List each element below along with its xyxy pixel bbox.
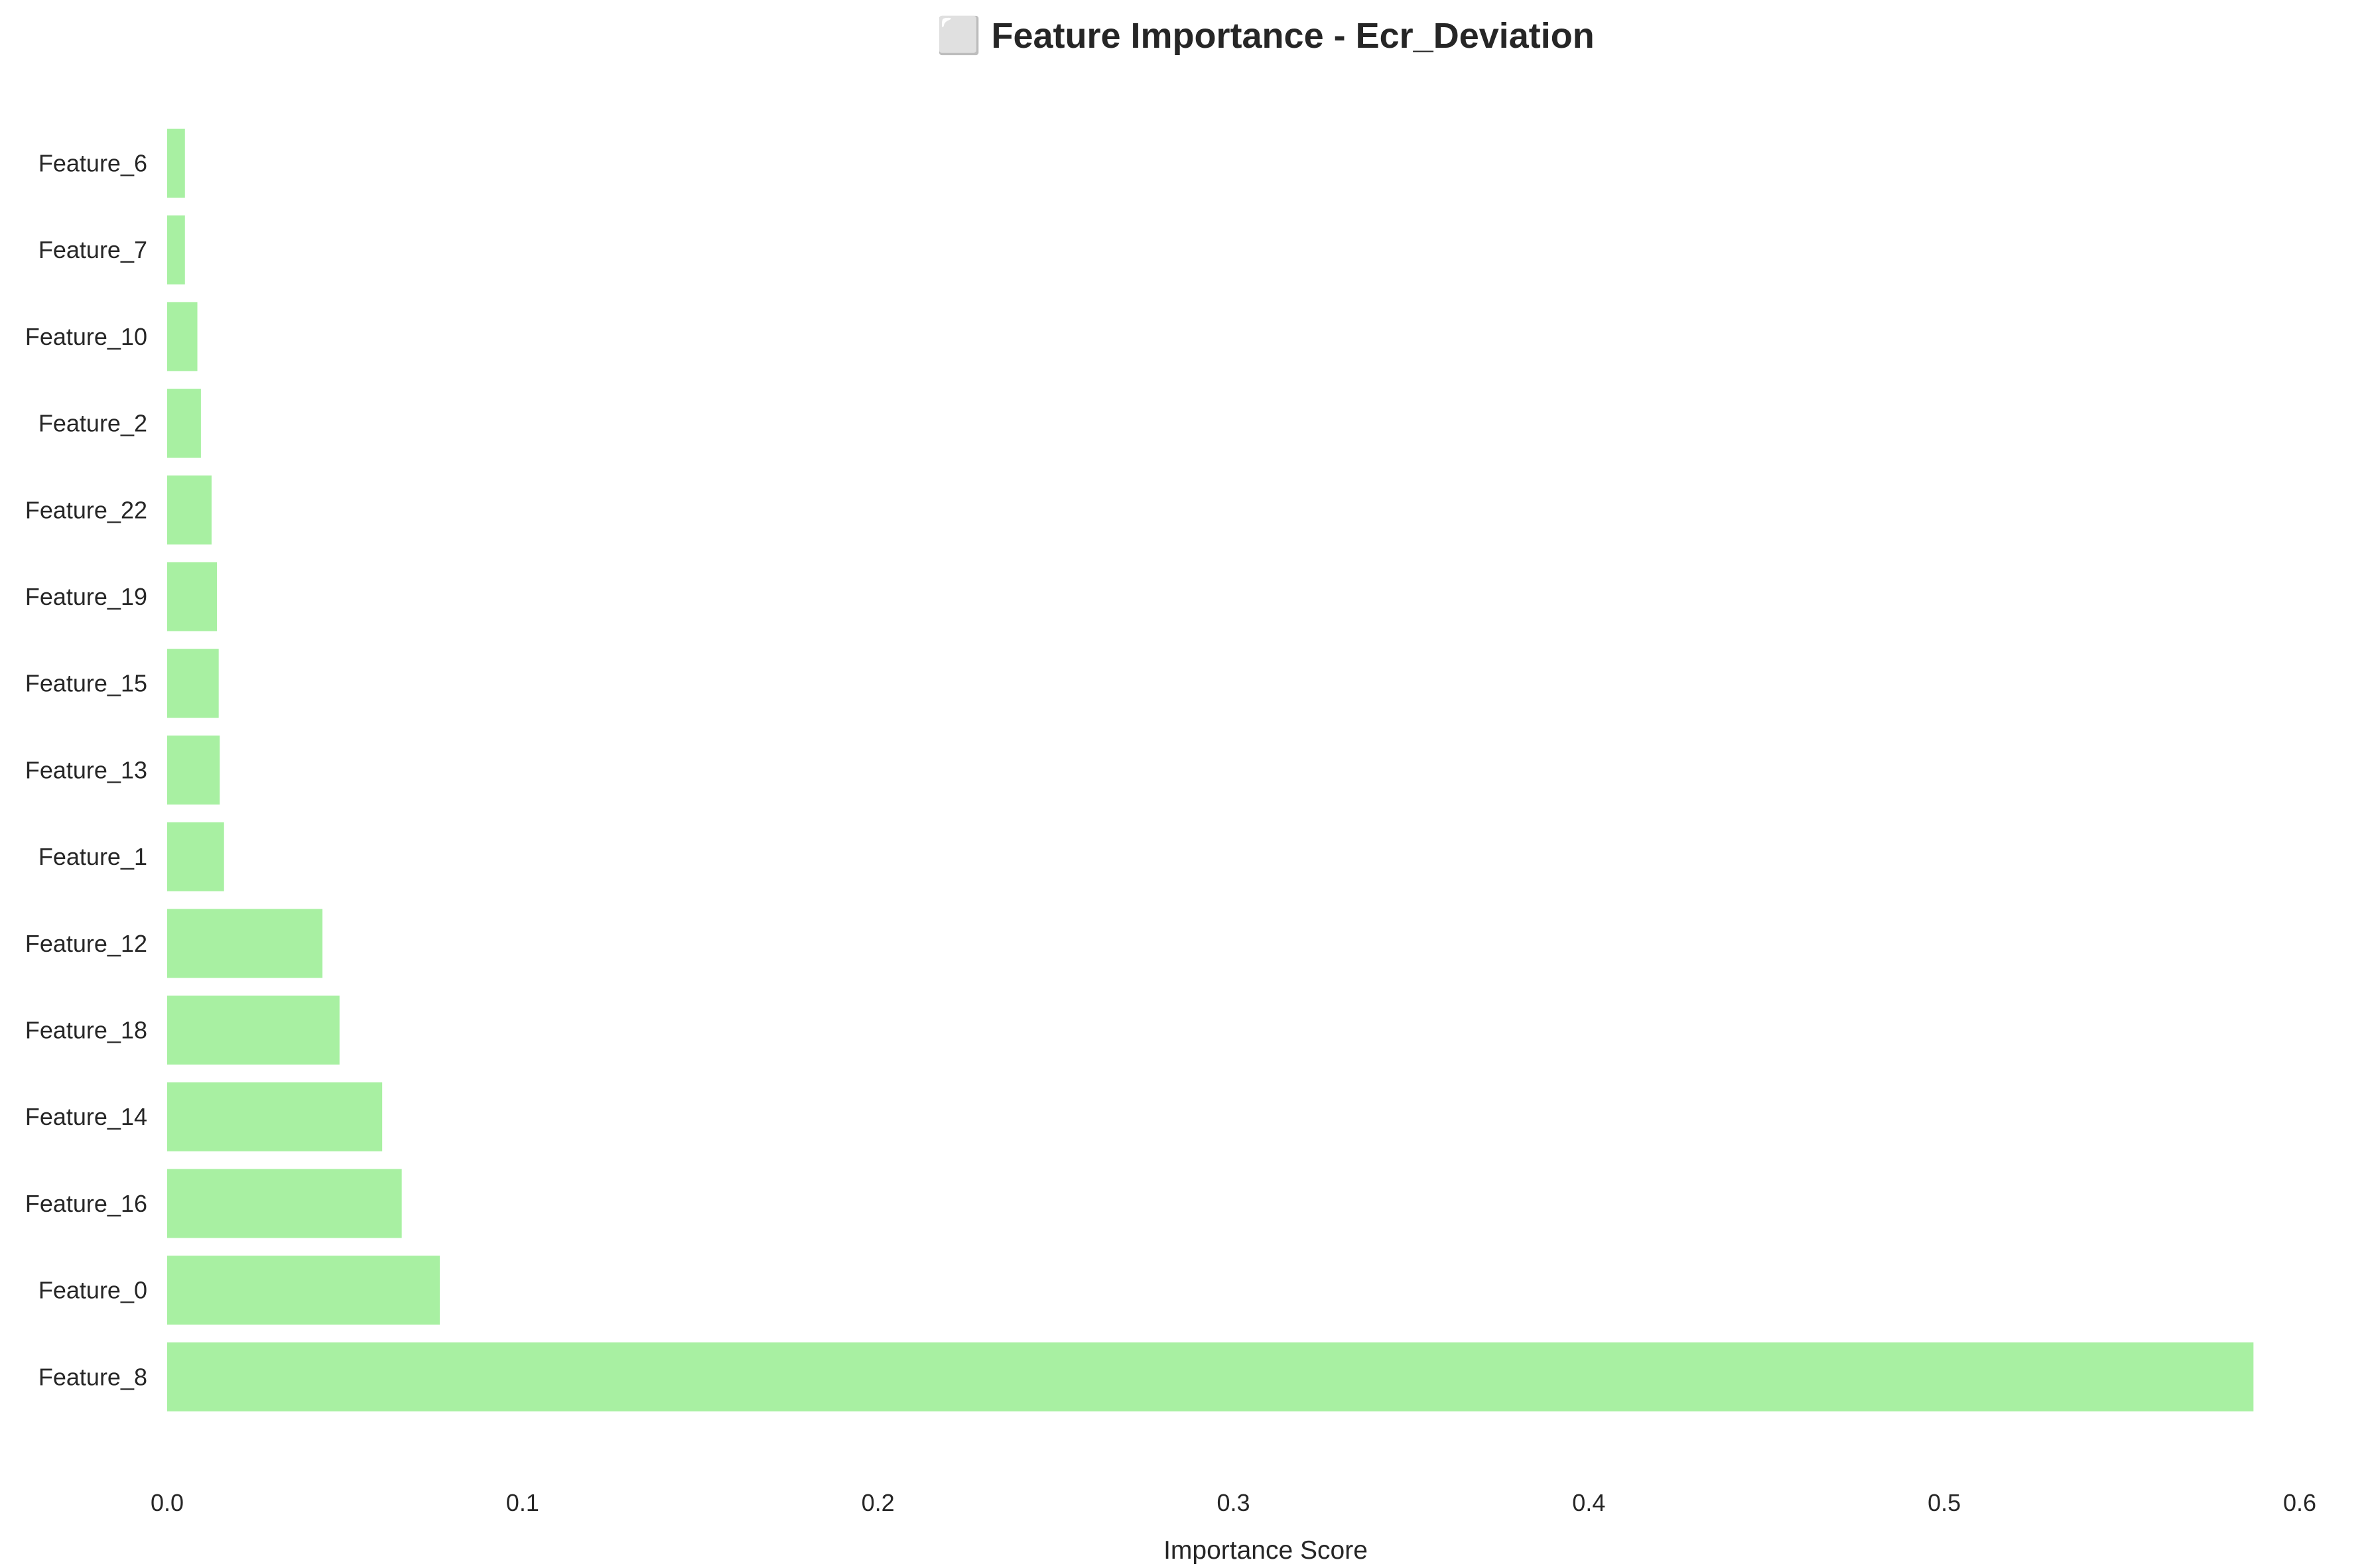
y-tick-label-feature-2: Feature_2 bbox=[38, 410, 147, 437]
bar-feature-7 bbox=[167, 215, 185, 285]
bar-feature-0 bbox=[167, 1256, 440, 1325]
y-tick-label-feature-10: Feature_10 bbox=[25, 323, 147, 350]
bar-feature-19 bbox=[167, 562, 218, 631]
x-axis-label: Importance Score bbox=[1163, 1536, 1368, 1565]
y-tick-label-feature-16: Feature_16 bbox=[25, 1190, 147, 1217]
y-tick-labels: Feature_6 Feature_7 Feature_10 Feature_2 Fea… bbox=[25, 150, 147, 1391]
x-tick-label: 0.5 bbox=[1928, 1489, 1961, 1516]
bar-feature-1 bbox=[167, 822, 224, 891]
bar-feature-15 bbox=[167, 649, 219, 718]
bar-feature-14 bbox=[167, 1082, 383, 1151]
y-tick-label-feature-13: Feature_13 bbox=[25, 756, 147, 783]
y-tick-label-feature-0: Feature_0 bbox=[38, 1277, 147, 1304]
y-tick-label-feature-22: Feature_22 bbox=[25, 496, 147, 523]
y-tick-label-feature-14: Feature_14 bbox=[25, 1103, 147, 1130]
bar-feature-13 bbox=[167, 735, 220, 805]
bar-feature-12 bbox=[167, 909, 323, 978]
x-tick-labels: 0.0 0.1 0.2 0.3 0.4 0.5 0.6 bbox=[151, 1489, 2316, 1516]
x-tick-label: 0.4 bbox=[1572, 1489, 1605, 1516]
chart-title: ⬜ Feature Importance - Ecr_Deviation bbox=[937, 15, 1595, 56]
x-tick-label: 0.3 bbox=[1217, 1489, 1250, 1516]
y-tick-label-feature-15: Feature_15 bbox=[25, 670, 147, 697]
x-tick-label: 0.1 bbox=[506, 1489, 539, 1516]
y-tick-label-feature-12: Feature_12 bbox=[25, 930, 147, 957]
x-tick-label: 0.2 bbox=[862, 1489, 895, 1516]
bar-feature-6 bbox=[167, 129, 185, 198]
y-tick-label-feature-18: Feature_18 bbox=[25, 1017, 147, 1044]
bar-feature-16 bbox=[167, 1169, 402, 1238]
bar-feature-8 bbox=[167, 1342, 2254, 1411]
y-tick-label-feature-6: Feature_6 bbox=[38, 150, 147, 177]
bar-feature-18 bbox=[167, 996, 340, 1065]
bar-feature-2 bbox=[167, 389, 201, 458]
bar-feature-22 bbox=[167, 475, 212, 545]
x-tick-label: 0.6 bbox=[2283, 1489, 2316, 1516]
bar-feature-10 bbox=[167, 302, 198, 371]
y-tick-label-feature-8: Feature_8 bbox=[38, 1363, 147, 1390]
bars-layer bbox=[167, 129, 2254, 1411]
x-tick-label: 0.0 bbox=[151, 1489, 184, 1516]
y-tick-label-feature-19: Feature_19 bbox=[25, 583, 147, 610]
y-tick-label-feature-1: Feature_1 bbox=[38, 843, 147, 870]
y-tick-label-feature-7: Feature_7 bbox=[38, 236, 147, 263]
